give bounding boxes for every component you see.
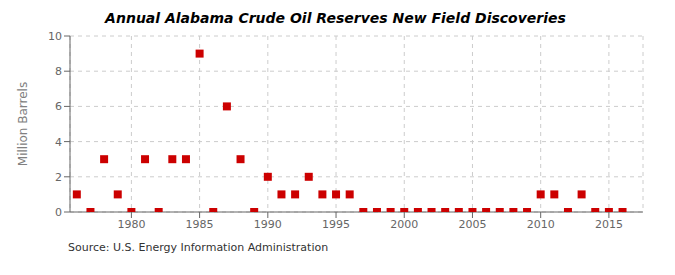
svg-text:8: 8 bbox=[55, 65, 62, 78]
svg-text:0: 0 bbox=[55, 206, 62, 219]
svg-text:2000: 2000 bbox=[390, 218, 418, 231]
html-text:Source: U.S. Energy Informatio: Source: U.S. Energy Information Administ… bbox=[68, 241, 329, 254]
svg-text:1985: 1985 bbox=[186, 218, 214, 231]
svg-text:4: 4 bbox=[55, 136, 62, 149]
svg-text:1980: 1980 bbox=[117, 218, 145, 231]
svg-text:Million Barrels: Million Barrels bbox=[16, 82, 30, 166]
svg-text:1990: 1990 bbox=[254, 218, 282, 231]
svg-text:6: 6 bbox=[55, 100, 62, 113]
svg-text:2: 2 bbox=[55, 171, 62, 184]
svg-text:2005: 2005 bbox=[458, 218, 486, 231]
svg-text:2010: 2010 bbox=[527, 218, 555, 231]
svg-text:1995: 1995 bbox=[322, 218, 350, 231]
svg-text:10: 10 bbox=[48, 30, 62, 43]
html-text:Annual Alabama Crude Oil Reser: Annual Alabama Crude Oil Reserves New Fi… bbox=[105, 10, 566, 26]
svg-text:2015: 2015 bbox=[595, 218, 623, 231]
